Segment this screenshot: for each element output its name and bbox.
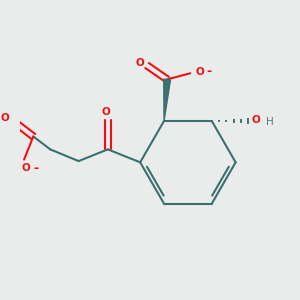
- Text: H: H: [266, 117, 274, 127]
- Text: O: O: [135, 58, 144, 68]
- Text: -: -: [207, 65, 212, 78]
- Text: O: O: [251, 115, 260, 125]
- Text: -: -: [33, 162, 38, 175]
- Text: O: O: [195, 67, 204, 77]
- Polygon shape: [164, 79, 170, 121]
- Text: O: O: [21, 163, 30, 173]
- Text: O: O: [0, 113, 9, 123]
- Text: O: O: [102, 106, 111, 116]
